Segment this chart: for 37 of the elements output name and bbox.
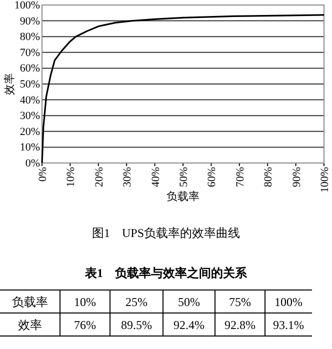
y-tick-label: 0%: [25, 158, 40, 170]
caption: 图1 UPS负载率的效率曲线: [92, 226, 240, 240]
y-tick-label: 50%: [20, 78, 40, 90]
text: 10%: [74, 295, 96, 309]
y-tick-label: 60%: [20, 62, 40, 75]
text: 25%: [126, 295, 148, 309]
text: 表1 负载率与效率之间的关系: [84, 266, 248, 280]
y-tick-label: 70%: [20, 46, 40, 59]
y-tick-label: 100%: [14, 0, 40, 12]
x-tick-label: 40%: [150, 167, 162, 188]
y-tick-label: 80%: [20, 31, 40, 44]
text: 76%: [74, 318, 96, 332]
x-tick-label: 100%: [319, 167, 331, 193]
text: 效率: [18, 318, 42, 332]
x-tick-label: 80%: [262, 167, 275, 188]
text: 负载率: [12, 295, 48, 309]
x-tick-label: 20%: [93, 167, 106, 188]
y-tick-label: 30%: [20, 110, 40, 122]
y-axis-title: 效率: [3, 73, 16, 95]
text: 50%: [178, 295, 200, 309]
x-tick-label: 10%: [65, 167, 78, 188]
x-tick-label: 70%: [234, 167, 246, 188]
text: 93.1%: [273, 318, 304, 332]
x-tick-label: 90%: [290, 167, 303, 188]
y-tick-label: 10%: [20, 142, 40, 154]
x-tick-label: 60%: [206, 167, 218, 188]
y-tick-label: 40%: [20, 94, 40, 106]
x-tick-label: 30%: [122, 167, 134, 188]
text: 92.4%: [174, 318, 204, 332]
y-tick-label: 90%: [20, 15, 40, 28]
text: 100%: [274, 295, 302, 309]
text: 75%: [229, 295, 251, 309]
text: 89.5%: [121, 318, 152, 332]
x-axis-title: 负载率: [166, 190, 200, 203]
y-tick-label: 20%: [20, 126, 40, 138]
text: 92.8%: [224, 318, 256, 332]
x-tick-label: 50%: [178, 167, 190, 188]
